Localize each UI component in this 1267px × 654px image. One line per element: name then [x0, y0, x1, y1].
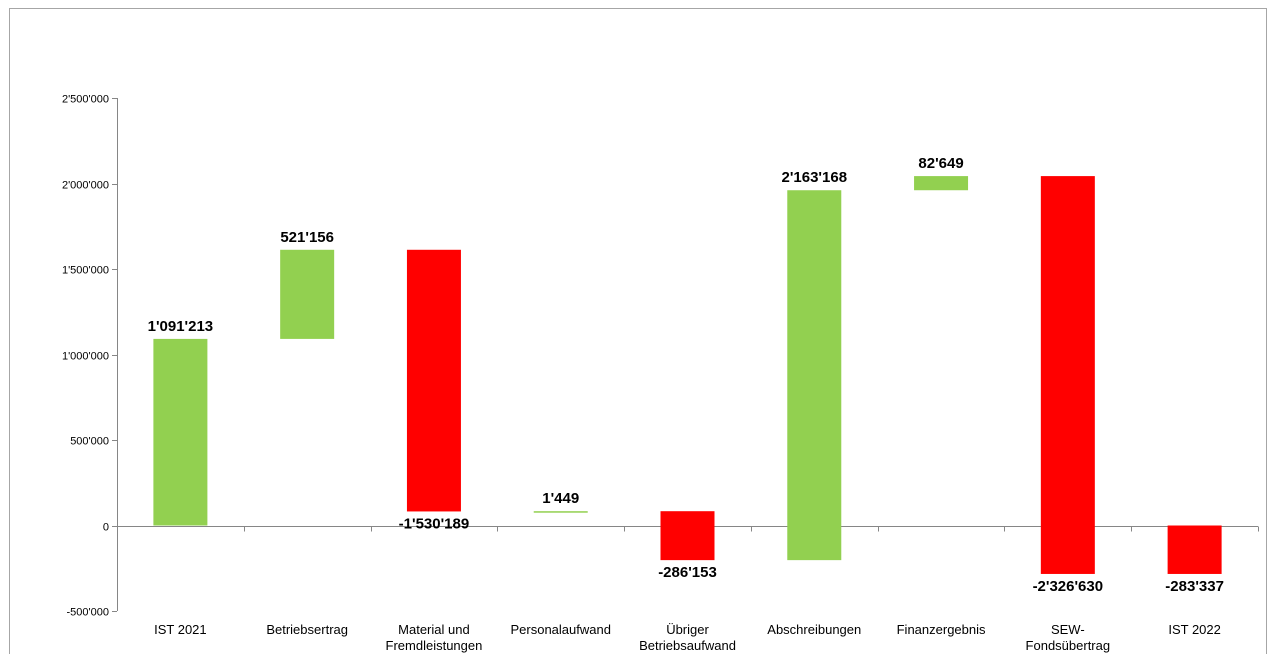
y-tick-label: 2'500'000 [62, 94, 109, 106]
category-label: Übriger Betriebsaufwand [639, 622, 736, 653]
data-label-8: -2'326'630 [1033, 578, 1104, 595]
data-label-6: 2'163'168 [782, 169, 848, 186]
bar-6 [787, 190, 842, 561]
bar-3 [406, 249, 461, 512]
category-label: Material und Fremdleistungen [386, 622, 483, 653]
axes: -500'000 0 500'000 1'000'000 1'500'000 2'000'… [62, 94, 1259, 653]
data-label-7: 82'649 [918, 155, 963, 172]
data-label-9: -283'337 [1165, 578, 1224, 595]
bar-9 [1167, 525, 1222, 574]
y-tick-label: -500'000 [67, 607, 109, 619]
data-label-3: -1'530'189 [399, 515, 470, 532]
bar-2 [280, 249, 335, 339]
data-label-1: 1'091'213 [148, 318, 214, 335]
bars [153, 176, 1222, 574]
category-label: Personalaufwand [510, 622, 610, 637]
y-tick-label: 2'000'000 [62, 180, 109, 192]
category-label: Betriebsertrag [266, 622, 348, 637]
bar-7 [914, 176, 969, 191]
bar-4 [533, 511, 588, 513]
category-label: SEW-Fondsübertrag [1026, 622, 1111, 653]
category-label: Abschreibungen [767, 622, 861, 637]
bar-1 [153, 338, 208, 526]
data-label-4: 1'449 [542, 490, 579, 507]
data-label-2: 521'156 [280, 229, 334, 246]
category-label: Finanzergebnis [897, 622, 986, 637]
y-tick-label: 1'000'000 [62, 351, 109, 363]
bar-5 [660, 511, 715, 561]
y-tick-label: 0 [103, 522, 109, 534]
bar-8 [1040, 176, 1095, 574]
category-label: IST 2021 [154, 622, 207, 637]
y-tick-label: 500'000 [70, 436, 109, 448]
data-label-5: -286'153 [658, 564, 717, 581]
data-labels: 1'091'213 521'156 -1'530'189 1'449 -286'153 2… [148, 155, 1224, 595]
y-tick-label: 1'500'000 [62, 265, 109, 277]
category-label: IST 2022 [1168, 622, 1221, 637]
